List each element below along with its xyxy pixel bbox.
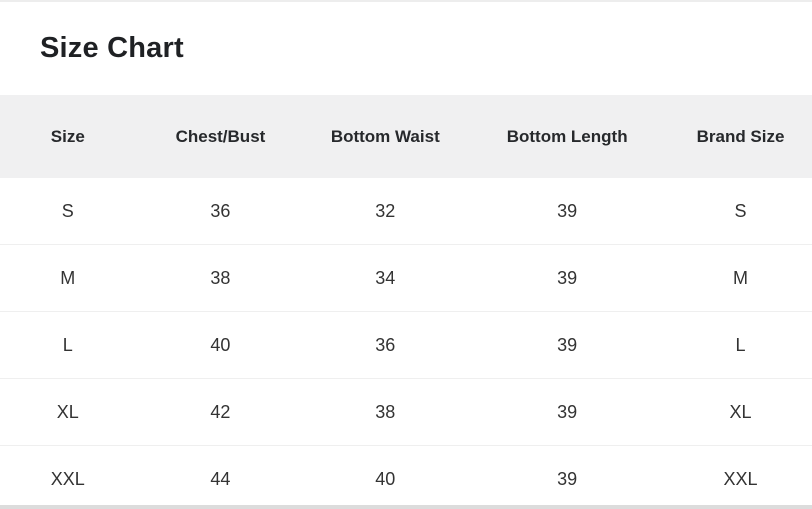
table-cell: 44 — [210, 468, 231, 489]
table-cell: XL — [0, 378, 136, 446]
table-cell: 38 — [305, 378, 466, 446]
table-cell: 34 — [305, 244, 466, 312]
page-title: Size Chart — [40, 32, 184, 64]
table-cell: XL — [669, 378, 812, 446]
table-cell: 36 — [305, 311, 466, 379]
column-header-brand-size: Brand Size — [669, 95, 812, 178]
title-area: Size Chart — [0, 2, 812, 95]
table-cell: M — [669, 244, 812, 312]
table-cell: 42 — [135, 378, 306, 446]
table-row: L 40 36 39 L — [0, 311, 812, 379]
column-header-chest-bust: Chest/Bust — [135, 95, 306, 178]
table-cell: XXL — [723, 468, 758, 489]
table-cell: 39 — [465, 378, 670, 446]
table-cell: 38 — [135, 244, 306, 312]
table-row: S 36 32 39 S — [0, 178, 812, 245]
size-chart-table: Size Chest/Bust Bottom Waist Bottom Length B… — [0, 95, 812, 509]
table-cell: M — [0, 244, 136, 312]
table-cell: S — [669, 178, 812, 245]
table-header: Size Chest/Bust Bottom Waist Bottom Length B… — [0, 95, 812, 178]
table-body: S 36 32 39 S M 38 34 39 M L 40 36 39 L XL 42 38 39 XL XXL 44 4… — [0, 178, 812, 509]
table-row: XL 42 38 39 XL — [0, 378, 812, 446]
table-row: XXL 44 40 39 XXL — [0, 446, 812, 509]
table-row: M 38 34 39 M — [0, 244, 812, 312]
table-cell: L — [669, 311, 812, 379]
table-cell: 39 — [465, 244, 670, 312]
table-cell: 39 — [557, 468, 578, 489]
table-cell: 39 — [465, 311, 670, 379]
table-cell: 36 — [135, 178, 306, 245]
column-header-bottom-length: Bottom Length — [465, 95, 670, 178]
table-cell: 40 — [135, 311, 306, 379]
column-header-bottom-waist: Bottom Waist — [305, 95, 466, 178]
table-cell: L — [0, 311, 136, 379]
column-header-size: Size — [0, 95, 136, 178]
table-cell: 40 — [375, 468, 396, 489]
table-cell: 32 — [305, 178, 466, 245]
table-cell: 39 — [465, 178, 670, 245]
table-cell: S — [0, 178, 136, 245]
bottom-divider — [0, 505, 812, 509]
table-cell: XXL — [50, 468, 85, 489]
header-row: Size Chest/Bust Bottom Waist Bottom Length B… — [0, 95, 812, 178]
